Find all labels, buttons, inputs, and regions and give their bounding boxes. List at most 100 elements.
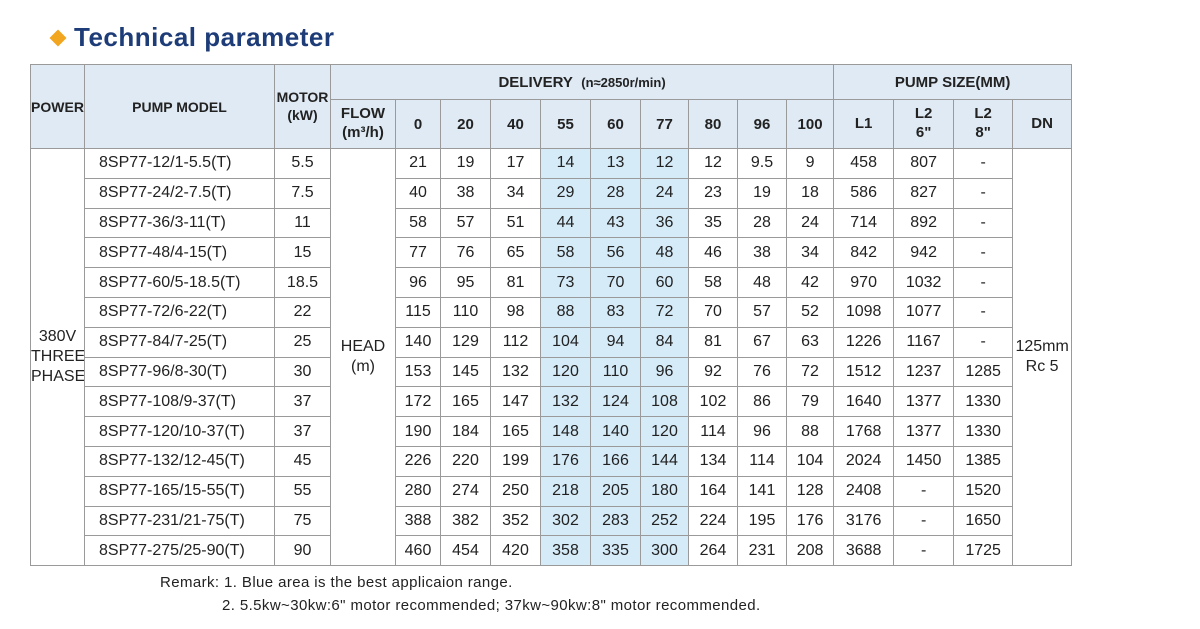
cell-line: L2 (914, 105, 933, 123)
motor-cell: 11 (274, 207, 331, 239)
head-cell: 140 (395, 326, 441, 358)
delivery-header: DELIVERY (n≈2850r/min) (329, 64, 835, 100)
power-header: POWER (30, 64, 85, 149)
l2-6-cell: - (893, 505, 955, 537)
motor-cell: 45 (274, 445, 331, 477)
head-cell: 94 (590, 326, 641, 358)
size-column-header: L2 6" (893, 99, 955, 149)
head-cell: 358 (540, 535, 591, 567)
head-cell: 115 (395, 296, 441, 328)
head-cell: 220 (440, 445, 491, 477)
head-cell: 460 (395, 535, 441, 567)
head-cell: 77 (395, 237, 441, 269)
head-cell: 79 (785, 386, 835, 418)
l1-cell: 1640 (833, 386, 895, 418)
cell-line: L1 (854, 114, 873, 132)
size-column-header: L1 (833, 99, 895, 149)
remark: Remark: 1. Blue area is the best applica… (160, 574, 513, 591)
table-row: 8SP77-60/5-18.5(T) 18.5 96 95 81 73 70 60 58 48 42… (31, 267, 1072, 298)
l1-cell: 2024 (833, 445, 895, 477)
head-cell: 148 (540, 416, 591, 447)
head-cell: 12 (640, 148, 689, 179)
head-cell: 180 (640, 475, 689, 507)
flow-point: 80 (688, 99, 738, 149)
head-cell: 44 (540, 207, 591, 239)
model-cell: 8SP77-132/12-45(T) (84, 445, 275, 477)
head-cell: 46 (688, 237, 738, 269)
l2-8-cell: 1725 (953, 535, 1014, 567)
head-cell: 176 (540, 445, 591, 477)
l2-8-cell: - (953, 237, 1014, 269)
head-cell: 120 (540, 356, 591, 388)
table-row: 8SP77-24/2-7.5(T) 7.5 40 38 34 29 28 24 23 19 18 58… (31, 177, 1072, 209)
l2-6-cell: 942 (893, 237, 955, 269)
head-cell: 34 (785, 237, 835, 269)
head-cell: 88 (540, 296, 591, 328)
l2-6-cell: 807 (893, 148, 955, 179)
table-row: 8SP77-165/15-55(T) 55 280 274 250 218 205 180 16… (31, 475, 1072, 507)
size-column-header: DN (1012, 99, 1073, 149)
model-cell: 8SP77-108/9-37(T) (84, 386, 275, 418)
head-cell: 208 (785, 535, 835, 567)
head-cell: 12 (688, 148, 738, 179)
model-cell: 8SP77-165/15-55(T) (84, 475, 275, 507)
model-cell: 8SP77-84/7-25(T) (84, 326, 275, 358)
l1-cell: 3176 (833, 505, 895, 537)
head-cell: 195 (737, 505, 787, 537)
head-cell: 81 (490, 267, 541, 298)
head-cell: 72 (785, 356, 835, 388)
flow-point: 40 (490, 99, 541, 149)
head-cell: 124 (590, 386, 641, 418)
head-cell: 140 (590, 416, 641, 447)
l2-6-cell: 1377 (893, 416, 955, 447)
l1-cell: 1768 (833, 416, 895, 447)
head-cell: 132 (490, 356, 541, 388)
l2-8-cell: - (953, 267, 1014, 298)
head-cell: 58 (540, 237, 591, 269)
head-cell: 92 (688, 356, 738, 388)
dn-cell: 125mm Rc 5 (1012, 147, 1073, 567)
cell-line: 125mm (1015, 338, 1069, 356)
motor-cell: 15 (274, 237, 331, 269)
head-cell: 283 (590, 505, 641, 537)
table-row: 8SP77-275/25-90(T) 90 460 454 420 358 335 300 26… (31, 535, 1072, 567)
l1-cell: 842 (833, 237, 895, 269)
head-cell: 73 (540, 267, 591, 298)
l2-8-cell: - (953, 177, 1014, 209)
head-cell: 110 (590, 356, 641, 388)
head-cell: 108 (640, 386, 689, 418)
head-cell: 335 (590, 535, 641, 567)
head-cell: 166 (590, 445, 641, 477)
head-cell: 56 (590, 237, 641, 269)
head-cell: 84 (640, 326, 689, 358)
head-cell: 141 (737, 475, 787, 507)
head-label-cell: HEAD (m) (330, 147, 396, 567)
flow-point: 96 (737, 99, 787, 149)
head-cell: 76 (440, 237, 491, 269)
head-cell: 13 (590, 148, 641, 179)
l2-6-cell: 1377 (893, 386, 955, 418)
head-cell: 21 (395, 148, 441, 179)
head-cell: 153 (395, 356, 441, 388)
page-title: Technical parameter (48, 22, 334, 53)
head-cell: 280 (395, 475, 441, 507)
table-row: 8SP77-84/7-25(T) 25 140 129 112 104 94 84 81 67 63… (31, 326, 1072, 358)
cell-line: L2 (974, 105, 992, 123)
head-cell: 128 (785, 475, 835, 507)
l2-8-cell: 1330 (953, 386, 1014, 418)
cell-line: 6" (915, 124, 932, 141)
head-cell: 96 (395, 267, 441, 298)
l2-6-cell: 1450 (893, 445, 955, 477)
cell-line: Rc 5 (1025, 358, 1059, 376)
head-cell: 104 (785, 445, 835, 477)
head-cell: 382 (440, 505, 491, 537)
flow-point: 20 (440, 99, 491, 149)
l2-8-cell: - (953, 296, 1014, 328)
head-cell: 98 (490, 296, 541, 328)
head-cell: 352 (490, 505, 541, 537)
l2-6-cell: 1237 (893, 356, 955, 388)
l2-6-cell: 827 (893, 177, 955, 209)
l1-cell: 714 (833, 207, 895, 239)
table-row: 8SP77-36/3-11(T) 11 58 57 51 44 43 36 35 28 24 714 8… (31, 207, 1072, 239)
l2-8-cell: - (953, 326, 1014, 358)
